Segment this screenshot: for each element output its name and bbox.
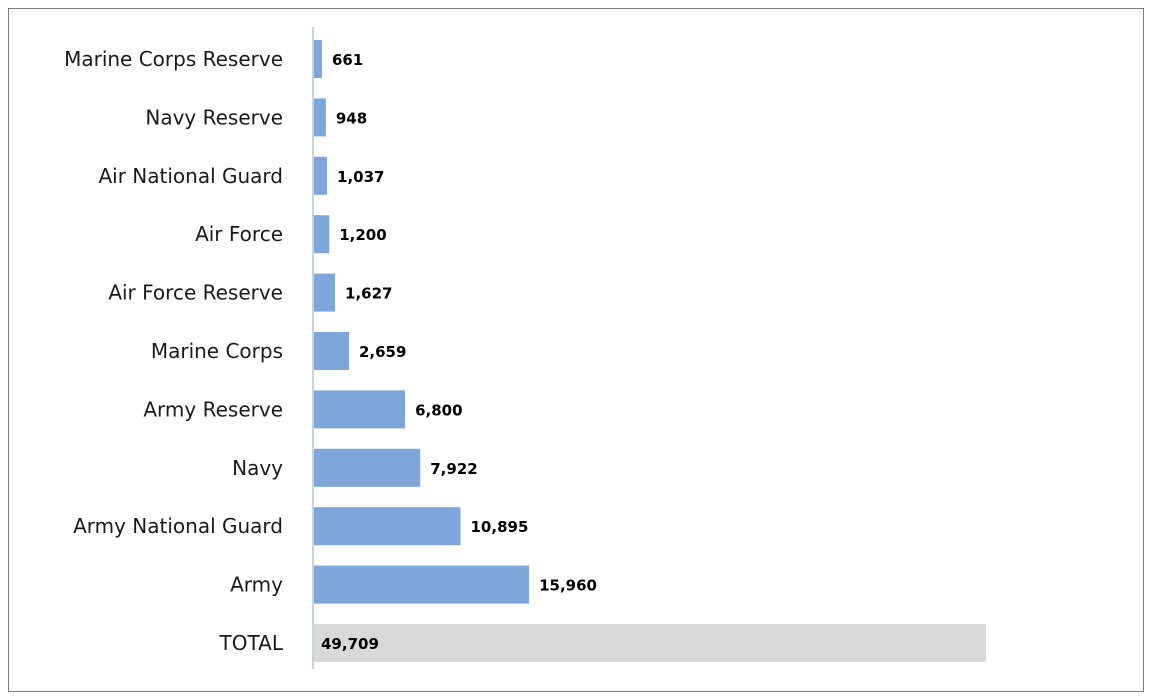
value-label-marine-corps-reserve: 661 — [332, 51, 363, 69]
value-label-army-reserve: 6,800 — [415, 401, 462, 419]
bar-chart: Marine Corps Reserve Navy Reserve Air Nati… — [64, 27, 986, 669]
category-label-marine-corps-reserve: Marine Corps Reserve — [64, 47, 283, 71]
bar-army — [313, 565, 530, 604]
category-label-army: Army — [230, 573, 283, 597]
value-label-air-national-guard: 1,037 — [337, 168, 384, 186]
bar-air-force-reserve — [313, 273, 336, 312]
category-label-air-force-reserve: Air Force Reserve — [108, 281, 283, 305]
bar-air-national-guard — [313, 156, 328, 195]
bar-air-force — [313, 215, 330, 254]
category-labels-group: Marine Corps Reserve Navy Reserve Air Nati… — [64, 47, 284, 655]
value-labels-group: 661 948 1,037 1,200 1,627 2,659 6,800 7,922 10,8… — [321, 51, 597, 653]
value-label-navy: 7,922 — [430, 460, 477, 478]
chart-frame: Marine Corps Reserve Navy Reserve Air Nati… — [8, 8, 1144, 692]
bar-army-national-guard — [313, 507, 461, 546]
value-label-air-force: 1,200 — [339, 226, 386, 244]
bar-army-reserve — [313, 390, 406, 429]
category-label-air-force: Air Force — [195, 222, 283, 246]
bar-marine-corps-reserve — [313, 40, 322, 78]
category-label-army-reserve: Army Reserve — [143, 397, 283, 421]
value-label-marine-corps: 2,659 — [359, 343, 406, 361]
bar-navy — [313, 448, 421, 487]
value-label-total: 49,709 — [321, 635, 379, 653]
category-label-air-national-guard: Air National Guard — [98, 164, 283, 188]
category-label-total: TOTAL — [219, 631, 284, 655]
value-label-army: 15,960 — [539, 577, 597, 595]
value-label-navy-reserve: 948 — [336, 109, 367, 127]
bar-navy-reserve — [313, 98, 326, 137]
value-label-army-national-guard: 10,895 — [471, 518, 529, 536]
category-label-marine-corps: Marine Corps — [151, 339, 283, 363]
bars-group — [313, 40, 986, 662]
category-label-army-national-guard: Army National Guard — [73, 514, 283, 538]
category-label-navy: Navy — [232, 456, 283, 480]
value-label-air-force-reserve: 1,627 — [345, 285, 392, 303]
bar-marine-corps — [313, 332, 349, 370]
category-label-navy-reserve: Navy Reserve — [145, 105, 283, 129]
bar-total — [313, 624, 986, 662]
